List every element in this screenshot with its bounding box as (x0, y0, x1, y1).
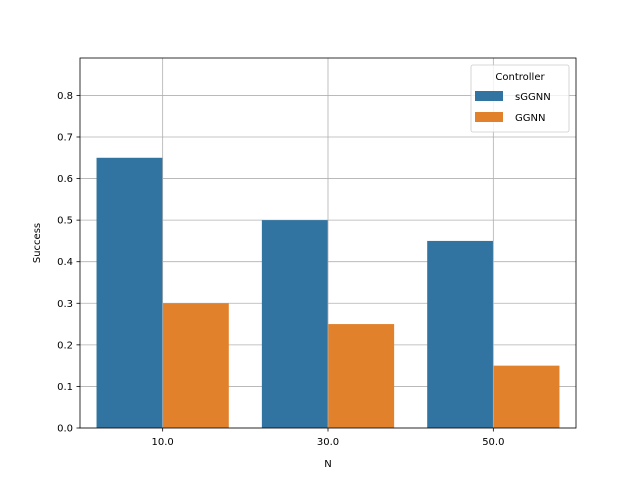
y-axis-ticks: 0.0 0.1 0.2 0.3 0.4 0.5 0.6 0.7 0.8 (57, 91, 80, 435)
y-tick-label: 0.7 (57, 132, 73, 143)
y-tick-label: 0.8 (57, 91, 73, 102)
legend-label-sGGNN: sGGNN (515, 92, 551, 103)
x-axis-ticks: 10.0 30.0 50.0 (152, 428, 504, 448)
bar-sGGNN-10.0 (96, 157, 163, 429)
y-tick-label: 0.6 (57, 174, 73, 185)
bar-sGGNN-30.0 (261, 220, 328, 428)
bar-sGGNN-50.0 (427, 240, 494, 428)
y-axis-label: Success (32, 223, 43, 263)
legend-swatch-sGGNN (475, 91, 503, 101)
bar-GGNN-10.0 (162, 303, 229, 428)
bar-GGNN-50.0 (493, 365, 560, 428)
y-tick-label: 0.0 (57, 424, 73, 435)
y-tick-label: 0.1 (57, 382, 73, 393)
x-tick-label: 30.0 (317, 437, 339, 448)
legend-title: Controller (495, 72, 545, 83)
legend: Controller sGGNN GGNN (470, 64, 570, 133)
x-axis-label: N (324, 459, 331, 470)
legend-swatch-GGNN (475, 112, 503, 122)
legend-label-GGNN: GGNN (515, 113, 545, 124)
x-tick-label: 50.0 (482, 437, 504, 448)
y-tick-label: 0.2 (57, 340, 73, 351)
y-tick-label: 0.5 (57, 216, 73, 227)
bar-GGNN-30.0 (328, 324, 395, 428)
bars (96, 157, 560, 429)
x-tick-label: 10.0 (152, 437, 174, 448)
y-tick-label: 0.4 (57, 257, 73, 268)
y-tick-label: 0.3 (57, 299, 73, 310)
